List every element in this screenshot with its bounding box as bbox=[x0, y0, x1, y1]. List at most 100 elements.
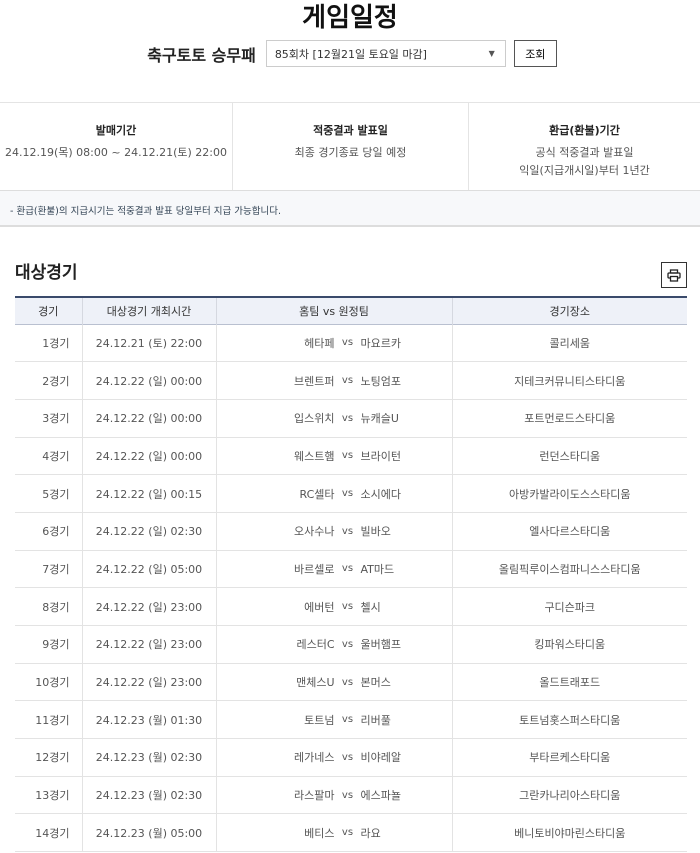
match-number: 11경기 bbox=[15, 700, 83, 740]
away-team: 브라이턴 bbox=[360, 449, 401, 463]
sale-period-value: 24.12.19(목) 08:00 ~ 24.12.21(토) 22:00 bbox=[5, 146, 227, 159]
match-number: 10경기 bbox=[15, 663, 83, 702]
match-venue: 포트먼로드스타디움 bbox=[452, 399, 687, 438]
vs-label: vs bbox=[341, 601, 354, 613]
away-team: AT마드 bbox=[360, 562, 395, 576]
away-team: 마요르카 bbox=[360, 336, 401, 350]
vs-label: vs bbox=[341, 412, 354, 424]
print-button[interactable] bbox=[661, 262, 687, 288]
match-venue: 베니토비야마린스타디움 bbox=[452, 813, 687, 853]
match-teams: 베티스 vs 라요 bbox=[216, 813, 453, 853]
home-team: 바르셀로 bbox=[294, 562, 335, 576]
match-venue: 부타르케스타디움 bbox=[452, 738, 687, 777]
search-button[interactable]: 조회 bbox=[513, 40, 557, 67]
away-team: 첼시 bbox=[360, 600, 381, 614]
home-team: 웨스트햄 bbox=[294, 449, 335, 463]
col-header-teams: 홈팀 vs 원정팀 bbox=[216, 297, 453, 324]
vs-label: vs bbox=[341, 450, 354, 462]
table-row: 10경기 24.12.22 (일) 23:00 맨체스U vs 본머스 올드트래포드 bbox=[15, 663, 687, 702]
table-row: 8경기 24.12.22 (일) 23:00 에버턴 vs 첼시 구디슨파크 bbox=[15, 587, 687, 626]
match-teams: RC셀타 vs 소시에다 bbox=[216, 474, 453, 513]
vs-label: vs bbox=[341, 375, 354, 387]
match-number: 6경기 bbox=[15, 512, 83, 551]
vs-label: vs bbox=[341, 488, 354, 500]
away-team: 에스파뇰 bbox=[360, 789, 401, 803]
match-teams: 맨체스U vs 본머스 bbox=[216, 663, 453, 702]
away-team: 소시에다 bbox=[360, 487, 401, 501]
match-venue: 킹파워스타디움 bbox=[452, 625, 687, 664]
match-time: 24.12.23 (월) 05:00 bbox=[82, 813, 217, 853]
match-teams: 토트넘 vs 리버풀 bbox=[216, 700, 453, 740]
vs-label: vs bbox=[341, 638, 354, 650]
match-teams: 브렌트퍼 vs 노팅엄포 bbox=[216, 361, 453, 400]
vs-label: vs bbox=[341, 676, 354, 688]
match-teams: 헤타페 vs 마요르카 bbox=[216, 324, 453, 363]
match-number: 1경기 bbox=[15, 324, 83, 363]
home-team: 라스팔마 bbox=[294, 789, 335, 803]
result-date-value: 최종 경기종료 당일 예정 bbox=[294, 146, 407, 159]
match-venue: 콜리세움 bbox=[452, 324, 687, 363]
vs-label: vs bbox=[341, 827, 354, 839]
match-venue: 아방카발라이도스스타디움 bbox=[452, 474, 687, 513]
match-time: 24.12.22 (일) 00:15 bbox=[82, 474, 217, 513]
away-team: 빌바오 bbox=[360, 525, 391, 539]
round-select-value: 85회차 [12월21일 토요일 마감] bbox=[274, 47, 427, 61]
info-panel: 발매기간 24.12.19(목) 08:00 ~ 24.12.21(토) 22:… bbox=[0, 102, 700, 191]
away-team: 리버풀 bbox=[360, 713, 391, 727]
sale-period: 발매기간 24.12.19(목) 08:00 ~ 24.12.21(토) 22:… bbox=[0, 103, 233, 191]
match-venue: 올림픽루이스컴파니스스타디움 bbox=[452, 550, 687, 589]
home-team: 헤타페 bbox=[304, 336, 335, 350]
match-number: 13경기 bbox=[15, 776, 83, 815]
table-row: 13경기 24.12.23 (월) 02:30 라스팔마 vs 에스파뇰 그란카나리… bbox=[15, 776, 687, 815]
match-time: 24.12.22 (일) 23:00 bbox=[82, 587, 217, 626]
home-team: 레가네스 bbox=[294, 751, 335, 765]
match-number: 14경기 bbox=[15, 813, 83, 853]
refund-period-line1: 공식 적중결과 발표일 bbox=[535, 146, 634, 159]
table-row: 11경기 24.12.23 (월) 01:30 토트넘 vs 리버풀 토트넘홋스퍼스… bbox=[15, 700, 687, 740]
match-venue: 올드트래포드 bbox=[452, 663, 687, 702]
vs-label: vs bbox=[341, 789, 354, 801]
table-header: 경기 대상경기 개최시간 홈팀 vs 원정팀 경기장소 bbox=[15, 297, 687, 324]
round-selector-row: 축구토토 승무패 85회차 [12월21일 토요일 마감] ▼ 조회 bbox=[0, 40, 700, 67]
match-number: 3경기 bbox=[15, 399, 83, 438]
table-row: 6경기 24.12.22 (일) 02:30 오사수나 vs 빌바오 엘사다르스타디… bbox=[15, 512, 687, 551]
table-row: 1경기 24.12.21 (토) 22:00 헤타페 vs 마요르카 콜리세움 bbox=[15, 324, 687, 363]
match-number: 5경기 bbox=[15, 474, 83, 513]
sale-period-heading: 발매기간 bbox=[95, 124, 137, 137]
match-teams: 웨스트햄 vs 브라이턴 bbox=[216, 437, 453, 476]
home-team: 베티스 bbox=[304, 826, 335, 840]
result-date: 적중결과 발표일 최종 경기종료 당일 예정 bbox=[233, 103, 469, 191]
refund-period: 환급(환불)기간 공식 적중결과 발표일 익일(지급개시일)부터 1년간 bbox=[469, 103, 700, 191]
away-team: 본머스 bbox=[360, 676, 391, 690]
home-team: RC셀타 bbox=[299, 487, 335, 501]
col-header-time: 대상경기 개최시간 bbox=[82, 297, 217, 324]
match-teams: 레스터C vs 울버햄프 bbox=[216, 625, 453, 664]
match-time: 24.12.22 (일) 05:00 bbox=[82, 550, 217, 589]
match-teams: 입스위치 vs 뉴캐슬U bbox=[216, 399, 453, 438]
match-time: 24.12.22 (일) 00:00 bbox=[82, 361, 217, 400]
result-date-heading: 적중결과 발표일 bbox=[313, 124, 388, 137]
vs-label: vs bbox=[341, 751, 354, 763]
home-team: 토트넘 bbox=[304, 713, 335, 727]
match-time: 24.12.22 (일) 00:00 bbox=[82, 437, 217, 476]
col-header-venue: 경기장소 bbox=[549, 304, 590, 318]
match-time: 24.12.22 (일) 00:00 bbox=[82, 399, 217, 438]
table-row: 4경기 24.12.22 (일) 00:00 웨스트햄 vs 브라이턴 런던스타디움 bbox=[15, 437, 687, 476]
table-row: 2경기 24.12.22 (일) 00:00 브렌트퍼 vs 노팅엄포 지테크커뮤니… bbox=[15, 361, 687, 400]
match-teams: 바르셀로 vs AT마드 bbox=[216, 550, 453, 589]
page-title: 게임일정 bbox=[302, 3, 398, 33]
caret-down-icon: ▼ bbox=[488, 49, 495, 58]
printer-icon bbox=[667, 268, 681, 282]
match-table: 경기 대상경기 개최시간 홈팀 vs 원정팀 경기장소 1경기 24.12.21… bbox=[15, 296, 687, 853]
match-number: 9경기 bbox=[15, 625, 83, 664]
round-select[interactable]: 85회차 [12월21일 토요일 마감] ▼ bbox=[265, 40, 506, 67]
away-team: 울버햄프 bbox=[360, 638, 401, 652]
away-team: 라요 bbox=[360, 826, 381, 840]
match-venue: 엘사다르스타디움 bbox=[452, 512, 687, 551]
table-row: 14경기 24.12.23 (월) 05:00 베티스 vs 라요 베니토비야마린스… bbox=[15, 813, 687, 853]
table-row: 5경기 24.12.22 (일) 00:15 RC셀타 vs 소시에다 아방카발라이… bbox=[15, 474, 687, 513]
match-time: 24.12.22 (일) 23:00 bbox=[82, 663, 217, 702]
match-time: 24.12.22 (일) 02:30 bbox=[82, 512, 217, 551]
away-team: 노팅엄포 bbox=[360, 374, 401, 388]
refund-period-heading: 환급(환불)기간 bbox=[549, 124, 620, 137]
